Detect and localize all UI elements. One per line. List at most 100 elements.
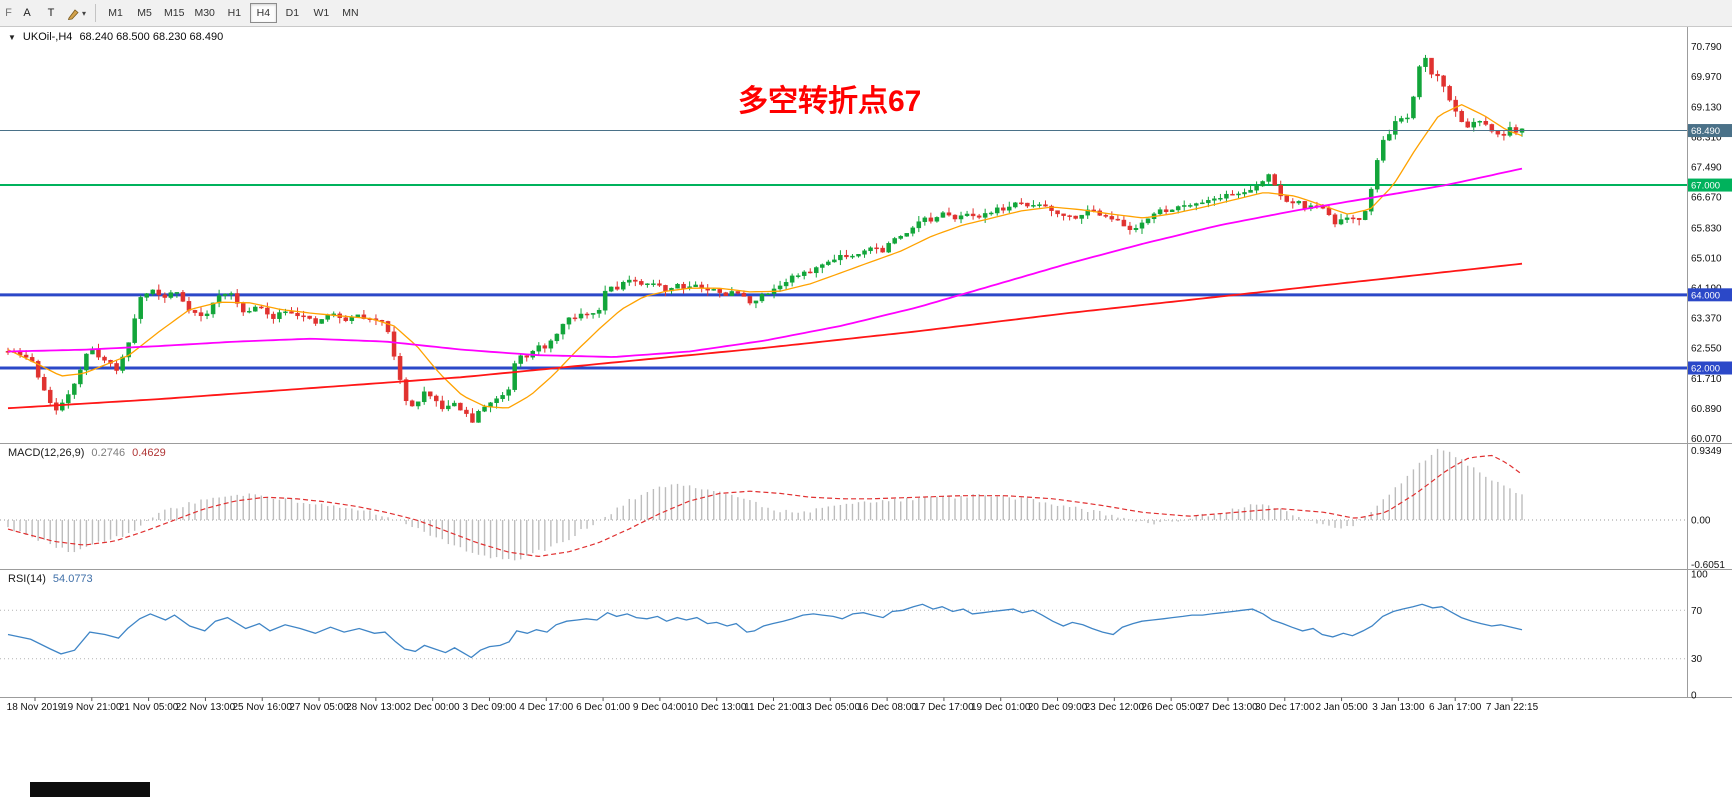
svg-text:66.670: 66.670 [1691, 193, 1722, 204]
svg-text:-0.6051: -0.6051 [1691, 560, 1725, 571]
svg-text:25 Nov 16:00: 25 Nov 16:00 [232, 702, 292, 713]
macd-signal-line [7, 454, 1523, 558]
svg-text:16 Dec 08:00: 16 Dec 08:00 [857, 702, 917, 713]
price-scale[interactable]: 70.790 69.970 69.130 68.310 67.490 66.670 65.8… [1688, 42, 1732, 445]
timeframe-button-w1[interactable]: W1 [308, 3, 335, 23]
price-badge [1688, 178, 1732, 192]
svg-text:10 Dec 13:00: 10 Dec 13:00 [687, 702, 747, 713]
svg-text:22 Nov 13:00: 22 Nov 13:00 [176, 702, 236, 713]
macd-panel: 0.9349 0.00 -0.6051 [0, 446, 1725, 571]
svg-text:60.070: 60.070 [1691, 434, 1722, 445]
timeframe-button-m5[interactable]: M5 [131, 3, 158, 23]
svg-text:27 Dec 13:00: 27 Dec 13:00 [1198, 702, 1258, 713]
svg-text:65.010: 65.010 [1691, 253, 1722, 264]
rsi-value: 54.0773 [52, 573, 93, 585]
svg-text:9 Dec 04:00: 9 Dec 04:00 [633, 702, 687, 713]
tool-color-pen-button[interactable]: ▾ [64, 3, 89, 24]
svg-text:60.890: 60.890 [1691, 404, 1722, 415]
ohlc-values: 68.240 68.500 68.230 68.490 [79, 31, 224, 43]
price-badge [1688, 361, 1732, 375]
svg-text:20 Dec 09:00: 20 Dec 09:00 [1028, 702, 1088, 713]
ma-mid-line [7, 167, 1523, 358]
svg-text:19 Nov 21:00: 19 Nov 21:00 [62, 702, 122, 713]
annotation-text[interactable]: 多空转折点67 [738, 85, 922, 118]
svg-text:70.790: 70.790 [1691, 42, 1722, 53]
top-toolbar: F A T ▾ M1 M5 M15 M30 H1 H4 D1 W1 MN [0, 0, 1732, 27]
svg-text:62.550: 62.550 [1691, 343, 1722, 354]
rsi-line [7, 603, 1523, 659]
svg-text:3 Dec 09:00: 3 Dec 09:00 [462, 702, 516, 713]
toolbar-separator [95, 4, 97, 22]
macd-main-value: 0.2746 [91, 447, 126, 459]
macd-title: MACD(12,26,9) [8, 447, 85, 459]
drawing-tools-group: A T ▾ [15, 3, 90, 24]
svg-text:64.000: 64.000 [1691, 290, 1720, 301]
svg-text:27 Nov 05:00: 27 Nov 05:00 [289, 702, 349, 713]
svg-text:70: 70 [1691, 606, 1703, 617]
price-badge [1688, 124, 1732, 138]
toolbar-overflow-letter: F [5, 7, 12, 19]
svg-text:3 Jan 13:00: 3 Jan 13:00 [1372, 702, 1425, 713]
svg-text:26 Dec 05:00: 26 Dec 05:00 [1141, 702, 1201, 713]
svg-text:67.490: 67.490 [1691, 163, 1722, 174]
svg-text:68.490: 68.490 [1691, 126, 1720, 137]
svg-text:21 Nov 05:00: 21 Nov 05:00 [119, 702, 179, 713]
timeframe-button-h1[interactable]: H1 [221, 3, 248, 23]
svg-text:2 Dec 00:00: 2 Dec 00:00 [406, 702, 460, 713]
svg-text:13 Dec 05:00: 13 Dec 05:00 [801, 702, 861, 713]
rsi-panel: 100 70 30 0 [0, 570, 1708, 702]
chart-marker-icon: ▼ [8, 32, 16, 42]
moving-averages-layer [7, 103, 1523, 410]
svg-text:17 Dec 17:00: 17 Dec 17:00 [914, 702, 974, 713]
svg-text:23 Dec 12:00: 23 Dec 12:00 [1085, 702, 1145, 713]
timeframe-button-d1[interactable]: D1 [279, 3, 306, 23]
svg-text:6 Dec 01:00: 6 Dec 01:00 [576, 702, 630, 713]
ma-slow-line [7, 262, 1523, 410]
svg-text:61.710: 61.710 [1691, 374, 1722, 385]
price-badge [1688, 288, 1732, 302]
svg-text:67.000: 67.000 [1691, 181, 1720, 192]
svg-text:2 Jan 05:00: 2 Jan 05:00 [1315, 702, 1368, 713]
pencil-icon [67, 8, 79, 20]
svg-text:69.970: 69.970 [1691, 72, 1722, 83]
svg-text:19 Dec 01:00: 19 Dec 01:00 [971, 702, 1031, 713]
svg-text:30 Dec 17:00: 30 Dec 17:00 [1255, 702, 1315, 713]
timeframe-button-m1[interactable]: M1 [102, 3, 129, 23]
svg-text:65.830: 65.830 [1691, 223, 1722, 234]
timeframe-button-m15[interactable]: M15 [160, 3, 188, 23]
timeframe-button-m30[interactable]: M30 [190, 3, 218, 23]
svg-text:68.310: 68.310 [1691, 133, 1722, 144]
svg-text:6 Jan 17:00: 6 Jan 17:00 [1429, 702, 1482, 713]
chart-title-bar: ▼ UKOil-,H4 68.240 68.500 68.230 68.490 [8, 31, 223, 43]
rsi-title: RSI(14) [8, 573, 46, 585]
svg-text:0: 0 [1691, 691, 1697, 702]
timeframe-buttons-group: M1 M5 M15 M30 H1 H4 D1 W1 MN [101, 3, 365, 23]
tool-arrow-text-button[interactable]: A [16, 3, 38, 24]
svg-text:100: 100 [1691, 570, 1708, 581]
svg-text:4 Dec 17:00: 4 Dec 17:00 [519, 702, 573, 713]
macd-signal-value: 0.4629 [132, 447, 166, 459]
macd-header: MACD(12,26,9) 0.2746 0.4629 [8, 447, 166, 459]
svg-text:28 Nov 13:00: 28 Nov 13:00 [346, 702, 406, 713]
svg-text:62.000: 62.000 [1691, 363, 1720, 374]
svg-text:11 Dec 21:00: 11 Dec 21:00 [744, 702, 803, 713]
tool-text-label-button[interactable]: T [40, 3, 62, 24]
timeframe-button-h4[interactable]: H4 [249, 3, 277, 23]
dropdown-arrow-icon: ▾ [82, 8, 87, 18]
ma-fast-line [7, 103, 1523, 409]
svg-text:18 Nov 2019: 18 Nov 2019 [7, 702, 64, 713]
svg-text:63.370: 63.370 [1691, 313, 1722, 324]
svg-text:0.00: 0.00 [1691, 516, 1711, 527]
rsi-header: RSI(14) 54.0773 [8, 573, 93, 585]
svg-text:30: 30 [1691, 654, 1703, 665]
taskbar-fragment [30, 782, 150, 797]
timeframe-button-mn[interactable]: MN [337, 3, 364, 23]
horizontal-line-objects[interactable] [0, 184, 1687, 370]
svg-text:7 Jan 22:15: 7 Jan 22:15 [1486, 702, 1539, 713]
svg-text:0.9349: 0.9349 [1691, 446, 1722, 457]
panel-separators [0, 27, 1732, 698]
svg-text:69.130: 69.130 [1691, 103, 1722, 114]
